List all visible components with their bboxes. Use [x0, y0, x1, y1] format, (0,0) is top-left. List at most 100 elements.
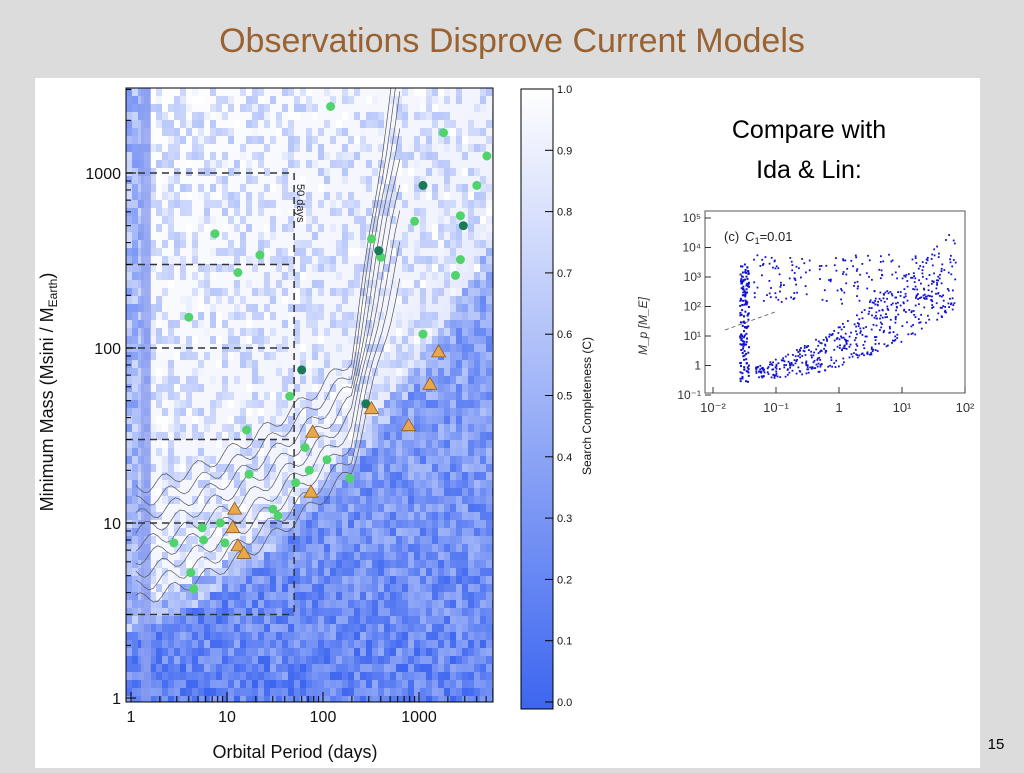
- completeness-cell: [168, 680, 174, 688]
- completeness-cell: [180, 664, 186, 672]
- inset-point: [952, 289, 954, 292]
- completeness-cell: [420, 272, 426, 280]
- inset-point: [856, 295, 858, 297]
- completeness-cell: [258, 544, 264, 552]
- completeness-cell: [348, 192, 354, 200]
- completeness-cell: [162, 672, 168, 680]
- completeness-cell: [312, 584, 318, 592]
- completeness-cell: [330, 160, 336, 168]
- completeness-cell: [354, 568, 360, 576]
- completeness-cell: [126, 496, 132, 504]
- completeness-cell: [390, 664, 396, 672]
- completeness-cell: [432, 656, 438, 664]
- completeness-cell: [396, 384, 402, 392]
- completeness-cell: [360, 600, 366, 608]
- inset-point: [743, 290, 746, 293]
- completeness-cell: [186, 104, 192, 112]
- inset-point: [947, 302, 950, 305]
- completeness-cell: [162, 664, 168, 672]
- completeness-cell: [276, 280, 282, 288]
- completeness-cell: [192, 408, 198, 416]
- inset-point: [788, 362, 791, 365]
- inset-point: [891, 259, 894, 262]
- completeness-cell: [312, 320, 318, 328]
- completeness-cell: [420, 616, 426, 624]
- inset-point: [772, 373, 775, 376]
- completeness-cell: [306, 320, 312, 328]
- completeness-cell: [216, 592, 222, 600]
- completeness-cell: [132, 656, 138, 664]
- completeness-cell: [246, 336, 252, 344]
- completeness-cell: [342, 480, 348, 488]
- completeness-cell: [132, 520, 138, 528]
- completeness-cell: [378, 456, 384, 464]
- completeness-cell: [288, 560, 294, 568]
- inset-point: [828, 279, 830, 281]
- completeness-cell: [438, 616, 444, 624]
- completeness-cell: [126, 528, 132, 536]
- completeness-cell: [408, 560, 414, 568]
- completeness-cell: [240, 560, 246, 568]
- completeness-cell: [462, 408, 468, 416]
- completeness-cell: [162, 208, 168, 216]
- inset-point: [826, 338, 828, 340]
- completeness-cell: [468, 624, 474, 632]
- completeness-cell: [222, 576, 228, 584]
- completeness-cell: [162, 112, 168, 120]
- inset-point: [796, 291, 798, 294]
- completeness-cell: [420, 472, 426, 480]
- completeness-cell: [264, 544, 270, 552]
- completeness-cell: [480, 352, 486, 360]
- completeness-cell: [162, 464, 168, 472]
- completeness-cell: [198, 408, 204, 416]
- completeness-cell: [276, 680, 282, 688]
- completeness-cell: [180, 528, 186, 536]
- completeness-cell: [300, 552, 306, 560]
- completeness-cell: [246, 256, 252, 264]
- completeness-cell: [252, 616, 258, 624]
- inset-point: [950, 302, 953, 305]
- completeness-cell: [156, 696, 162, 702]
- completeness-cell: [366, 592, 372, 600]
- completeness-cell: [252, 440, 258, 448]
- inset-point: [801, 355, 804, 357]
- completeness-cell: [450, 504, 456, 512]
- completeness-cell: [414, 496, 420, 504]
- completeness-cell: [252, 584, 258, 592]
- planet-dot: [482, 151, 492, 161]
- completeness-cell: [480, 472, 486, 480]
- inset-point: [874, 303, 877, 306]
- completeness-cell: [348, 112, 354, 120]
- inset-point: [744, 278, 747, 281]
- dashed-box: [126, 172, 295, 616]
- completeness-cell: [450, 304, 456, 312]
- completeness-cell: [480, 240, 486, 248]
- inset-point: [875, 317, 878, 320]
- inset-point: [756, 366, 759, 369]
- completeness-cell: [486, 376, 492, 384]
- completeness-cell: [150, 512, 156, 520]
- completeness-cell: [438, 112, 444, 120]
- completeness-cell: [372, 344, 378, 352]
- completeness-cell: [354, 576, 360, 584]
- completeness-cell: [276, 592, 282, 600]
- inset-point: [789, 366, 791, 369]
- inset-point: [932, 280, 935, 283]
- completeness-cell: [264, 656, 270, 664]
- completeness-cell: [342, 160, 348, 168]
- completeness-cell: [438, 224, 444, 232]
- completeness-cell: [168, 136, 174, 144]
- completeness-cell: [426, 328, 432, 336]
- completeness-cell: [318, 528, 324, 536]
- inset-point: [759, 368, 762, 371]
- completeness-cell: [348, 320, 354, 328]
- y-tick-label: 1: [112, 691, 121, 708]
- completeness-cell: [330, 536, 336, 544]
- completeness-cell: [180, 640, 186, 648]
- completeness-cell: [474, 384, 480, 392]
- completeness-cell: [372, 440, 378, 448]
- completeness-cell: [414, 544, 420, 552]
- inset-point: [760, 375, 763, 378]
- inset-point: [744, 293, 747, 296]
- completeness-cell: [240, 296, 246, 304]
